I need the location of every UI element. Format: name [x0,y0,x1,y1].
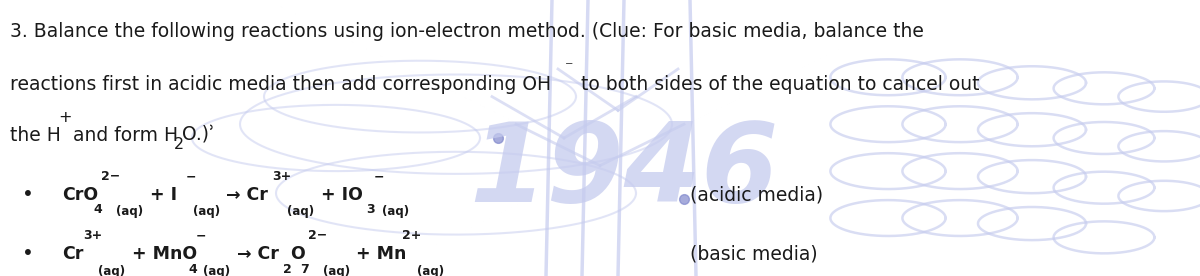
Text: O.)ʾ: O.)ʾ [182,126,215,145]
Text: 3+: 3+ [272,170,292,183]
Text: 2: 2 [282,262,292,276]
Text: −: − [374,170,385,183]
Text: 2−: 2− [101,170,120,183]
Text: •: • [22,185,34,204]
Text: + I: + I [144,185,176,204]
Text: −: − [196,229,206,243]
Text: reactions first in acidic media then add corresponding OH: reactions first in acidic media then add… [10,75,551,94]
Text: ⁻: ⁻ [565,59,574,74]
Text: + MnO: + MnO [126,245,197,263]
Text: (aq): (aq) [287,205,314,218]
Text: +: + [59,110,72,125]
Text: (aq): (aq) [382,205,409,218]
Text: 7: 7 [300,262,310,276]
Text: 4: 4 [94,203,102,216]
Text: + Mn: + Mn [350,245,407,263]
Text: (acidic media): (acidic media) [690,185,823,204]
Text: 2−: 2− [308,229,328,243]
Text: 3+: 3+ [83,229,102,243]
Text: (aq): (aq) [193,205,220,218]
Text: → Cr: → Cr [220,185,268,204]
Text: 3: 3 [367,203,376,216]
Text: −: − [185,170,196,183]
Text: (basic media): (basic media) [690,245,817,263]
Text: 1946: 1946 [469,118,779,225]
Text: + IO: + IO [314,185,362,204]
Text: (aq): (aq) [323,264,350,276]
Text: 4: 4 [188,262,197,276]
Text: Cr: Cr [62,245,84,263]
Text: the H: the H [10,126,60,145]
Text: (aq): (aq) [116,205,143,218]
Text: O: O [290,245,305,263]
Text: CrO: CrO [62,185,98,204]
Text: → Cr: → Cr [230,245,278,263]
Text: (aq): (aq) [98,264,125,276]
Text: 2: 2 [174,137,184,152]
Text: 2+: 2+ [402,229,422,243]
Text: •: • [22,245,34,263]
Text: 3. Balance the following reactions using ion-electron method. (Clue: For basic m: 3. Balance the following reactions using… [10,22,924,41]
Text: and form H: and form H [67,126,178,145]
Text: to both sides of the equation to cancel out: to both sides of the equation to cancel … [575,75,979,94]
Text: (aq): (aq) [418,264,445,276]
Text: (aq): (aq) [203,264,230,276]
